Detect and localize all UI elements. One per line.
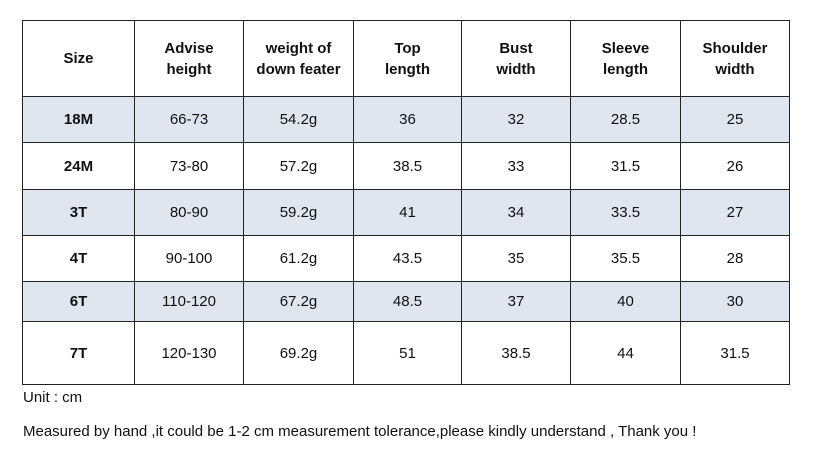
table-row: 6T 110-120 67.2g 48.5 37 40 30 <box>22 281 790 322</box>
table-cell: 37 <box>461 281 571 322</box>
table-cell: 36 <box>353 96 462 143</box>
table-cell: 66-73 <box>134 96 244 143</box>
table-cell: 54.2g <box>243 96 354 143</box>
table-cell: 43.5 <box>353 235 462 282</box>
table-body: 18M 66-73 54.2g 36 32 28.5 25 24M 73-80 57.2g 38.5… <box>22 96 790 385</box>
table-cell: 40 <box>570 281 681 322</box>
table-row: 7T 120-130 69.2g 51 38.5 44 31.5 <box>22 321 790 385</box>
table-cell: 59.2g <box>243 189 354 236</box>
table-cell: 30 <box>680 281 790 322</box>
table-cell: 41 <box>353 189 462 236</box>
header-cell: Bust width <box>461 20 571 97</box>
table-cell: 38.5 <box>461 321 571 385</box>
header-cell: Advise height <box>134 20 244 97</box>
size-table: Size Advise height weight of down feater To… <box>22 20 790 385</box>
table-cell: 25 <box>680 96 790 143</box>
table-cell: 32 <box>461 96 571 143</box>
table-cell: 35.5 <box>570 235 681 282</box>
table-cell: 48.5 <box>353 281 462 322</box>
table-cell: 110-120 <box>134 281 244 322</box>
table-cell: 90-100 <box>134 235 244 282</box>
table-cell: 69.2g <box>243 321 354 385</box>
size-cell: 18M <box>22 96 135 143</box>
table-row: 3T 80-90 59.2g 41 34 33.5 27 <box>22 189 790 236</box>
table-cell: 26 <box>680 142 790 190</box>
size-cell: 6T <box>22 281 135 322</box>
header-cell: weight of down feater <box>243 20 354 97</box>
table-cell: 57.2g <box>243 142 354 190</box>
table-cell: 44 <box>570 321 681 385</box>
table-row: 24M 73-80 57.2g 38.5 33 31.5 26 <box>22 142 790 190</box>
size-cell: 24M <box>22 142 135 190</box>
table-cell: 28 <box>680 235 790 282</box>
table-cell: 61.2g <box>243 235 354 282</box>
table-cell: 33.5 <box>570 189 681 236</box>
unit-note: Unit : cm <box>23 389 83 406</box>
table-cell: 51 <box>353 321 462 385</box>
table-row: 4T 90-100 61.2g 43.5 35 35.5 28 <box>22 235 790 282</box>
header-cell: Sleeve length <box>570 20 681 97</box>
table-cell: 33 <box>461 142 571 190</box>
table-cell: 28.5 <box>570 96 681 143</box>
table-row: 18M 66-73 54.2g 36 32 28.5 25 <box>22 96 790 143</box>
table-cell: 38.5 <box>353 142 462 190</box>
table-cell: 67.2g <box>243 281 354 322</box>
table-cell: 31.5 <box>680 321 790 385</box>
header-row: Size Advise height weight of down feater To… <box>22 20 790 97</box>
table-cell: 34 <box>461 189 571 236</box>
size-cell: 3T <box>22 189 135 236</box>
size-cell: 4T <box>22 235 135 282</box>
tolerance-note: Measured by hand ,it could be 1-2 cm mea… <box>23 423 697 440</box>
table-cell: 73-80 <box>134 142 244 190</box>
header-cell: Size <box>22 20 135 97</box>
table-cell: 120-130 <box>134 321 244 385</box>
table-cell: 35 <box>461 235 571 282</box>
table-cell: 31.5 <box>570 142 681 190</box>
header-cell: Shoulder width <box>680 20 790 97</box>
table-cell: 27 <box>680 189 790 236</box>
table-cell: 80-90 <box>134 189 244 236</box>
header-cell: Top length <box>353 20 462 97</box>
size-cell: 7T <box>22 321 135 385</box>
